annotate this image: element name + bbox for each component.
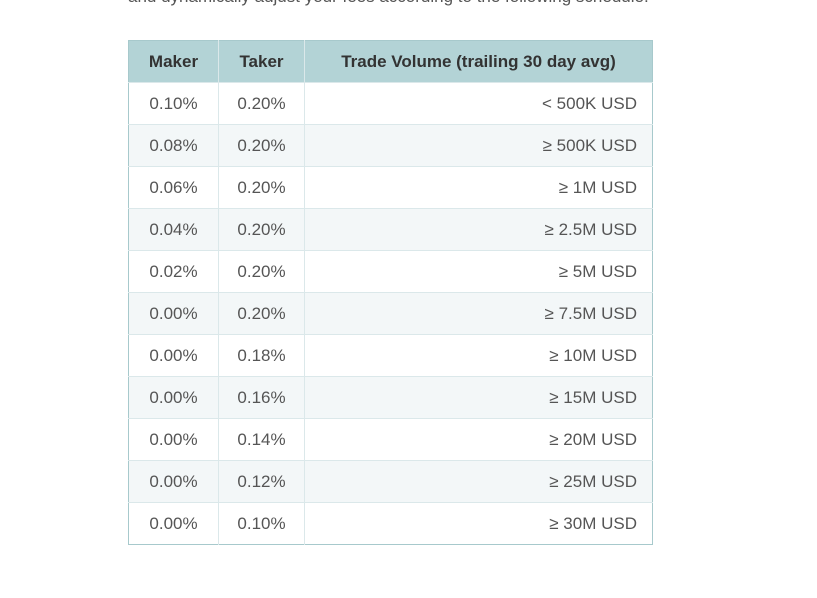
cell-taker: 0.20% (218, 82, 305, 125)
table-row: 0.00% 0.14% ≥ 20M USD (128, 418, 653, 461)
header-row: Maker Taker Trade Volume (trailing 30 da… (128, 40, 653, 83)
cell-maker: 0.02% (128, 250, 219, 293)
cell-trade-volume: ≥ 25M USD (304, 460, 653, 503)
table-row: 0.02% 0.20% ≥ 5M USD (128, 250, 653, 293)
table-row: 0.06% 0.20% ≥ 1M USD (128, 166, 653, 209)
cell-trade-volume: < 500K USD (304, 82, 653, 125)
cell-trade-volume: ≥ 15M USD (304, 376, 653, 419)
cell-taker: 0.20% (218, 250, 305, 293)
cell-trade-volume: ≥ 10M USD (304, 334, 653, 377)
header-taker: Taker (218, 40, 305, 83)
header-trade-volume: Trade Volume (trailing 30 day avg) (304, 40, 653, 83)
cell-trade-volume: ≥ 5M USD (304, 250, 653, 293)
cell-taker: 0.20% (218, 124, 305, 167)
cell-trade-volume: ≥ 20M USD (304, 418, 653, 461)
table-row: 0.00% 0.12% ≥ 25M USD (128, 460, 653, 503)
cell-taker: 0.14% (218, 418, 305, 461)
cell-trade-volume: ≥ 1M USD (304, 166, 653, 209)
cell-taker: 0.20% (218, 292, 305, 335)
table-row: 0.00% 0.18% ≥ 10M USD (128, 334, 653, 377)
cell-taker: 0.18% (218, 334, 305, 377)
cell-maker: 0.06% (128, 166, 219, 209)
table-row: 0.00% 0.16% ≥ 15M USD (128, 376, 653, 419)
cell-maker: 0.00% (128, 502, 219, 545)
cell-trade-volume: ≥ 30M USD (304, 502, 653, 545)
cell-maker: 0.10% (128, 82, 219, 125)
header-maker: Maker (128, 40, 219, 83)
cell-trade-volume: ≥ 7.5M USD (304, 292, 653, 335)
table-row: 0.00% 0.10% ≥ 30M USD (128, 502, 653, 545)
table-header: Maker Taker Trade Volume (trailing 30 da… (128, 40, 653, 83)
cell-maker: 0.04% (128, 208, 219, 251)
table-row: 0.00% 0.20% ≥ 7.5M USD (128, 292, 653, 335)
cell-taker: 0.10% (218, 502, 305, 545)
cell-maker: 0.00% (128, 418, 219, 461)
cell-taker: 0.16% (218, 376, 305, 419)
cell-taker: 0.20% (218, 166, 305, 209)
cell-maker: 0.00% (128, 376, 219, 419)
cell-maker: 0.00% (128, 334, 219, 377)
cell-maker: 0.08% (128, 124, 219, 167)
cell-trade-volume: ≥ 500K USD (304, 124, 653, 167)
cell-maker: 0.00% (128, 292, 219, 335)
cell-trade-volume: ≥ 2.5M USD (304, 208, 653, 251)
cell-taker: 0.12% (218, 460, 305, 503)
table-row: 0.08% 0.20% ≥ 500K USD (128, 124, 653, 167)
table-body: 0.10% 0.20% < 500K USD 0.08% 0.20% ≥ 500K USD… (128, 82, 653, 545)
intro-text: and dynamically adjust your fees accordi… (128, 0, 788, 8)
table-row: 0.04% 0.20% ≥ 2.5M USD (128, 208, 653, 251)
cell-maker: 0.00% (128, 460, 219, 503)
fee-schedule-table: Maker Taker Trade Volume (trailing 30 da… (128, 40, 653, 545)
table-row: 0.10% 0.20% < 500K USD (128, 82, 653, 125)
cell-taker: 0.20% (218, 208, 305, 251)
